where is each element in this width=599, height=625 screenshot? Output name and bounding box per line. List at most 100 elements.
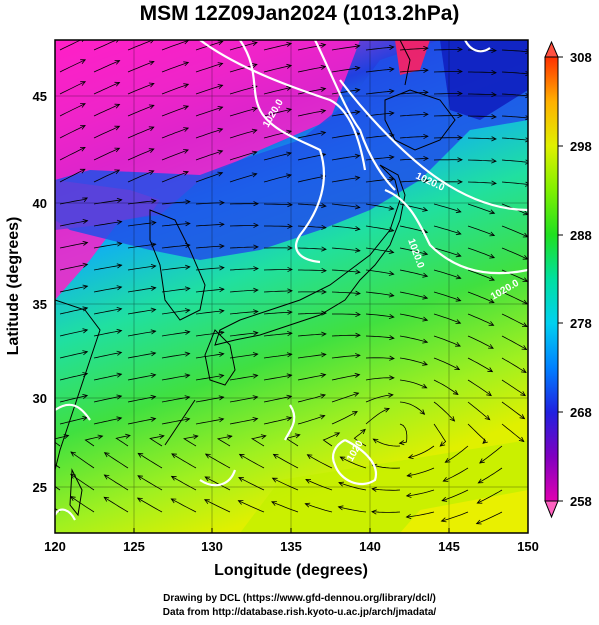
streamline <box>476 511 503 525</box>
streamline <box>399 291 428 299</box>
streamline-arrowhead <box>455 274 462 280</box>
streamline-arrowhead <box>286 42 293 47</box>
streamline <box>399 379 427 389</box>
streamline-arrowhead <box>304 502 311 508</box>
streamline-arrowhead <box>114 169 121 175</box>
streamline-arrowhead <box>489 253 496 259</box>
streamline <box>365 291 394 297</box>
streamline-arrowhead <box>97 434 104 440</box>
streamline-arrowhead <box>422 206 429 212</box>
streamline <box>468 71 497 74</box>
streamline <box>433 93 462 95</box>
streamline-arrowhead <box>423 156 429 162</box>
streamline <box>399 313 428 321</box>
colorbar-tick: 268 <box>570 405 592 420</box>
streamline <box>467 291 495 303</box>
streamline-arrowhead <box>286 352 293 358</box>
streamline-arrowhead <box>204 476 211 482</box>
streamline-arrowhead <box>422 272 429 278</box>
streamline-arrowhead <box>457 179 463 185</box>
streamline <box>433 335 461 347</box>
streamline <box>263 374 292 381</box>
streamline <box>229 375 258 381</box>
streamline-arrowhead <box>286 151 293 157</box>
streamline-arrowhead <box>114 103 121 109</box>
y-tick-label: 45 <box>33 89 47 104</box>
streamline-arrowhead <box>518 436 525 443</box>
streamline <box>338 506 367 513</box>
streamline <box>501 379 526 396</box>
streamline-arrowhead <box>354 43 361 49</box>
streamline <box>59 103 86 117</box>
streamline <box>195 375 224 381</box>
streamline <box>161 105 189 117</box>
streamline-arrowhead <box>354 65 361 71</box>
streamline-arrowhead <box>305 479 312 484</box>
streamline <box>365 394 393 403</box>
streamline <box>161 244 190 249</box>
streamline <box>161 288 190 293</box>
streamline <box>229 268 259 271</box>
streamline-arrowhead <box>489 209 496 215</box>
streamline <box>297 333 326 337</box>
colorbar-tick: 278 <box>570 316 592 331</box>
streamline-arrowhead <box>319 414 326 420</box>
streamline <box>305 503 333 513</box>
streamline <box>195 150 223 161</box>
streamline <box>127 418 156 425</box>
streamline-arrowhead <box>63 434 70 440</box>
streamline <box>399 69 428 73</box>
streamline-arrowhead <box>150 220 157 226</box>
streamline <box>467 357 493 373</box>
streamline-arrowhead <box>148 148 155 153</box>
streamline <box>501 71 528 75</box>
streamline <box>399 203 428 211</box>
streamline-arrowhead <box>320 393 326 399</box>
streamline-arrowhead <box>521 345 528 350</box>
streamline <box>93 243 122 249</box>
streamline <box>93 417 122 425</box>
streamline <box>373 438 401 447</box>
streamline-arrowhead <box>422 250 429 256</box>
streamline-arrowhead <box>489 231 496 237</box>
streamline <box>399 357 428 366</box>
streamline-arrowhead <box>286 63 293 69</box>
streamline <box>297 110 326 117</box>
streamline <box>331 269 360 273</box>
streamline-arrowhead <box>103 474 110 480</box>
streamline-arrowhead <box>455 208 462 214</box>
streamline <box>305 479 333 491</box>
streamline-arrowhead <box>116 328 123 334</box>
streamline-arrowhead <box>440 517 447 523</box>
streamline-arrowhead <box>520 391 526 397</box>
streamline-arrowhead <box>253 266 259 272</box>
streamline-arrowhead <box>287 288 293 294</box>
streamline-arrowhead <box>491 70 497 76</box>
streamline-arrowhead <box>170 475 177 481</box>
streamline <box>399 269 428 277</box>
streamline-arrowhead <box>286 107 293 113</box>
credit-data: Data from http://database.rish.kyoto-u.a… <box>162 607 437 618</box>
streamline-arrowhead <box>457 68 463 75</box>
streamline <box>59 373 88 381</box>
streamline-arrowhead <box>82 219 89 224</box>
streamline-arrowhead <box>252 417 259 422</box>
streamline <box>93 221 122 227</box>
streamline-arrowhead <box>320 352 327 358</box>
streamline <box>161 223 190 227</box>
streamline-arrowhead <box>484 415 491 421</box>
streamline-arrowhead <box>136 497 143 503</box>
streamline <box>445 445 469 463</box>
streamline <box>478 467 503 484</box>
map-title: MSM 12Z09Jan2024 (1013.2hPa) <box>139 2 460 25</box>
colorbar-tick: 298 <box>570 139 592 154</box>
streamline-arrowhead <box>252 373 259 379</box>
streamline-arrowhead <box>148 60 155 66</box>
streamline <box>501 137 528 141</box>
streamline <box>59 329 88 337</box>
streamline-arrowhead <box>355 311 361 317</box>
streamline-arrowhead <box>183 83 190 89</box>
streamline <box>263 152 292 161</box>
streamline <box>161 40 189 51</box>
streamline-arrowhead <box>525 71 528 77</box>
